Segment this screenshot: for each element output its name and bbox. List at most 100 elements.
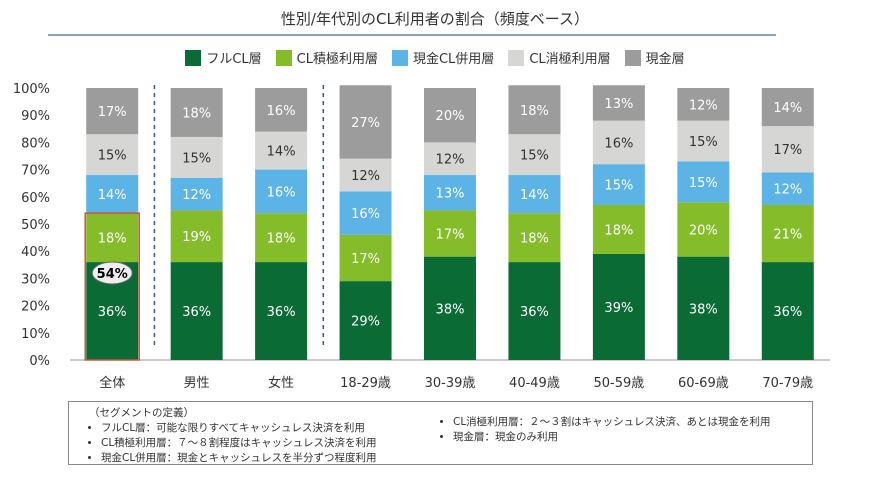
note-item: CL積極利用層：７～８割程度はキャッシュレス決済を利用 xyxy=(101,435,431,450)
annotation-oval xyxy=(91,261,133,285)
data-label: 18% xyxy=(604,223,633,238)
data-label: 18% xyxy=(98,232,127,247)
annotation-label: 54% xyxy=(97,267,128,282)
note-item: 現金層：現金のみ利用 xyxy=(453,429,770,444)
data-label: 14% xyxy=(98,188,127,203)
bar-segment xyxy=(86,175,139,214)
data-label: 15% xyxy=(604,179,633,194)
y-tick-label: 30% xyxy=(21,272,50,287)
x-tick-label: 50-59歳 xyxy=(593,376,644,391)
data-label: 13% xyxy=(604,97,633,112)
data-label: 15% xyxy=(689,176,718,191)
data-label: 13% xyxy=(436,187,465,202)
data-label: 12% xyxy=(773,183,802,198)
legend-label: フルCL層 xyxy=(206,52,262,67)
data-label: 36% xyxy=(520,305,549,320)
bar-segment xyxy=(424,175,476,211)
bar-segment xyxy=(677,202,730,257)
bar-segment xyxy=(761,204,814,263)
bar-segment xyxy=(339,234,392,282)
data-label: 14% xyxy=(267,145,296,160)
data-label: 17% xyxy=(436,228,465,243)
data-label: 16% xyxy=(267,185,296,200)
legend-item: CL消極利用層 xyxy=(508,48,611,67)
bar-segment xyxy=(339,281,392,360)
data-label: 18% xyxy=(267,232,296,247)
bar-segment xyxy=(677,161,730,203)
stacked-bar-chart: 0% 10% 20% 30% 40% 50% 60% 70% 80% 90% 100% 36% 18% 1… xyxy=(13,82,830,391)
bar-segment xyxy=(424,88,476,143)
data-label: 29% xyxy=(351,315,380,330)
legend-label: 現金CL併用層 xyxy=(412,52,495,67)
bar-segment xyxy=(170,262,223,360)
bar-segment xyxy=(677,88,730,121)
segment-definitions: （セグメントの定義） フルCL層：可能な限りすべてキャッシュレス決済を利用 CL… xyxy=(68,401,813,465)
data-label: 17% xyxy=(98,105,127,120)
y-tick-label: 80% xyxy=(21,136,50,151)
y-tick-label: 20% xyxy=(21,300,50,315)
y-tick-label: 90% xyxy=(21,109,50,124)
data-label: 20% xyxy=(689,223,718,238)
data-label: 16% xyxy=(351,207,380,222)
data-label: 17% xyxy=(351,252,380,267)
notes-heading: （セグメントの定義） xyxy=(89,407,194,419)
legend-label: CL積極利用層 xyxy=(296,52,378,67)
legend-swatch xyxy=(185,49,202,66)
data-label: 12% xyxy=(689,98,718,113)
bar-segment xyxy=(508,85,561,135)
bar-segment xyxy=(255,213,308,263)
title-divider xyxy=(48,34,776,36)
y-tick-label: 70% xyxy=(21,164,50,179)
bar-segment xyxy=(170,177,223,211)
legend: フルCL層 CL積極利用層 現金CL併用層 CL消極利用層 現金層 xyxy=(0,48,870,67)
bar-segment xyxy=(339,191,392,235)
x-tick-label: 60-69歳 xyxy=(678,376,729,391)
data-label: 15% xyxy=(98,149,127,164)
bar-segment xyxy=(170,210,223,263)
bar-segment xyxy=(677,120,730,162)
bar-segment xyxy=(761,126,814,173)
bar-segment xyxy=(339,158,392,192)
legend-item: CL積極利用層 xyxy=(275,48,378,67)
chart-title: 性別/年代別のCL利用者の割合（頻度ベース） xyxy=(280,10,590,28)
bar-segment xyxy=(508,262,561,360)
legend-item: フルCL層 xyxy=(185,48,262,67)
bar-segment xyxy=(592,164,645,205)
data-label: 21% xyxy=(773,228,802,243)
data-label: 14% xyxy=(773,101,802,116)
bar-segment xyxy=(424,256,476,360)
note-item: CL消極利用層：２～３割はキャッシュレス決済、あとは現金を利用 xyxy=(453,414,770,429)
data-label: 19% xyxy=(182,230,211,245)
bar-segment xyxy=(339,85,392,159)
bar-segment xyxy=(170,88,223,137)
bar-segment xyxy=(508,175,561,214)
x-tick-label: 30-39歳 xyxy=(425,376,476,391)
bar-segment xyxy=(508,134,561,176)
bar-segment xyxy=(170,136,223,178)
data-label: 17% xyxy=(773,143,802,158)
bar-segment xyxy=(255,262,308,360)
bar-segment xyxy=(761,88,814,127)
data-label: 27% xyxy=(351,116,380,131)
legend-swatch xyxy=(624,49,641,66)
bar-segment xyxy=(592,120,645,165)
data-label: 38% xyxy=(689,302,718,317)
bar-segment xyxy=(255,131,308,170)
bar-segment xyxy=(761,262,814,360)
bar-segment xyxy=(677,256,730,360)
data-label: 12% xyxy=(351,169,380,184)
x-tick-label: 男性 xyxy=(184,376,210,391)
data-label: 36% xyxy=(267,305,296,320)
y-tick-label: 40% xyxy=(21,245,50,260)
x-tick-label: 70-79歳 xyxy=(762,376,813,391)
note-item: 現金CL併用層：現金とキャッシュレスを半分ずつ程度利用 xyxy=(101,450,431,465)
bar-segment xyxy=(255,88,308,132)
data-label: 18% xyxy=(182,106,211,121)
bar-segment xyxy=(508,213,561,263)
y-tick-label: 50% xyxy=(21,218,50,233)
legend-swatch xyxy=(275,49,292,66)
data-label: 12% xyxy=(436,153,465,168)
highlight-box xyxy=(84,212,140,361)
legend-swatch xyxy=(391,49,408,66)
data-label: 18% xyxy=(520,104,549,119)
